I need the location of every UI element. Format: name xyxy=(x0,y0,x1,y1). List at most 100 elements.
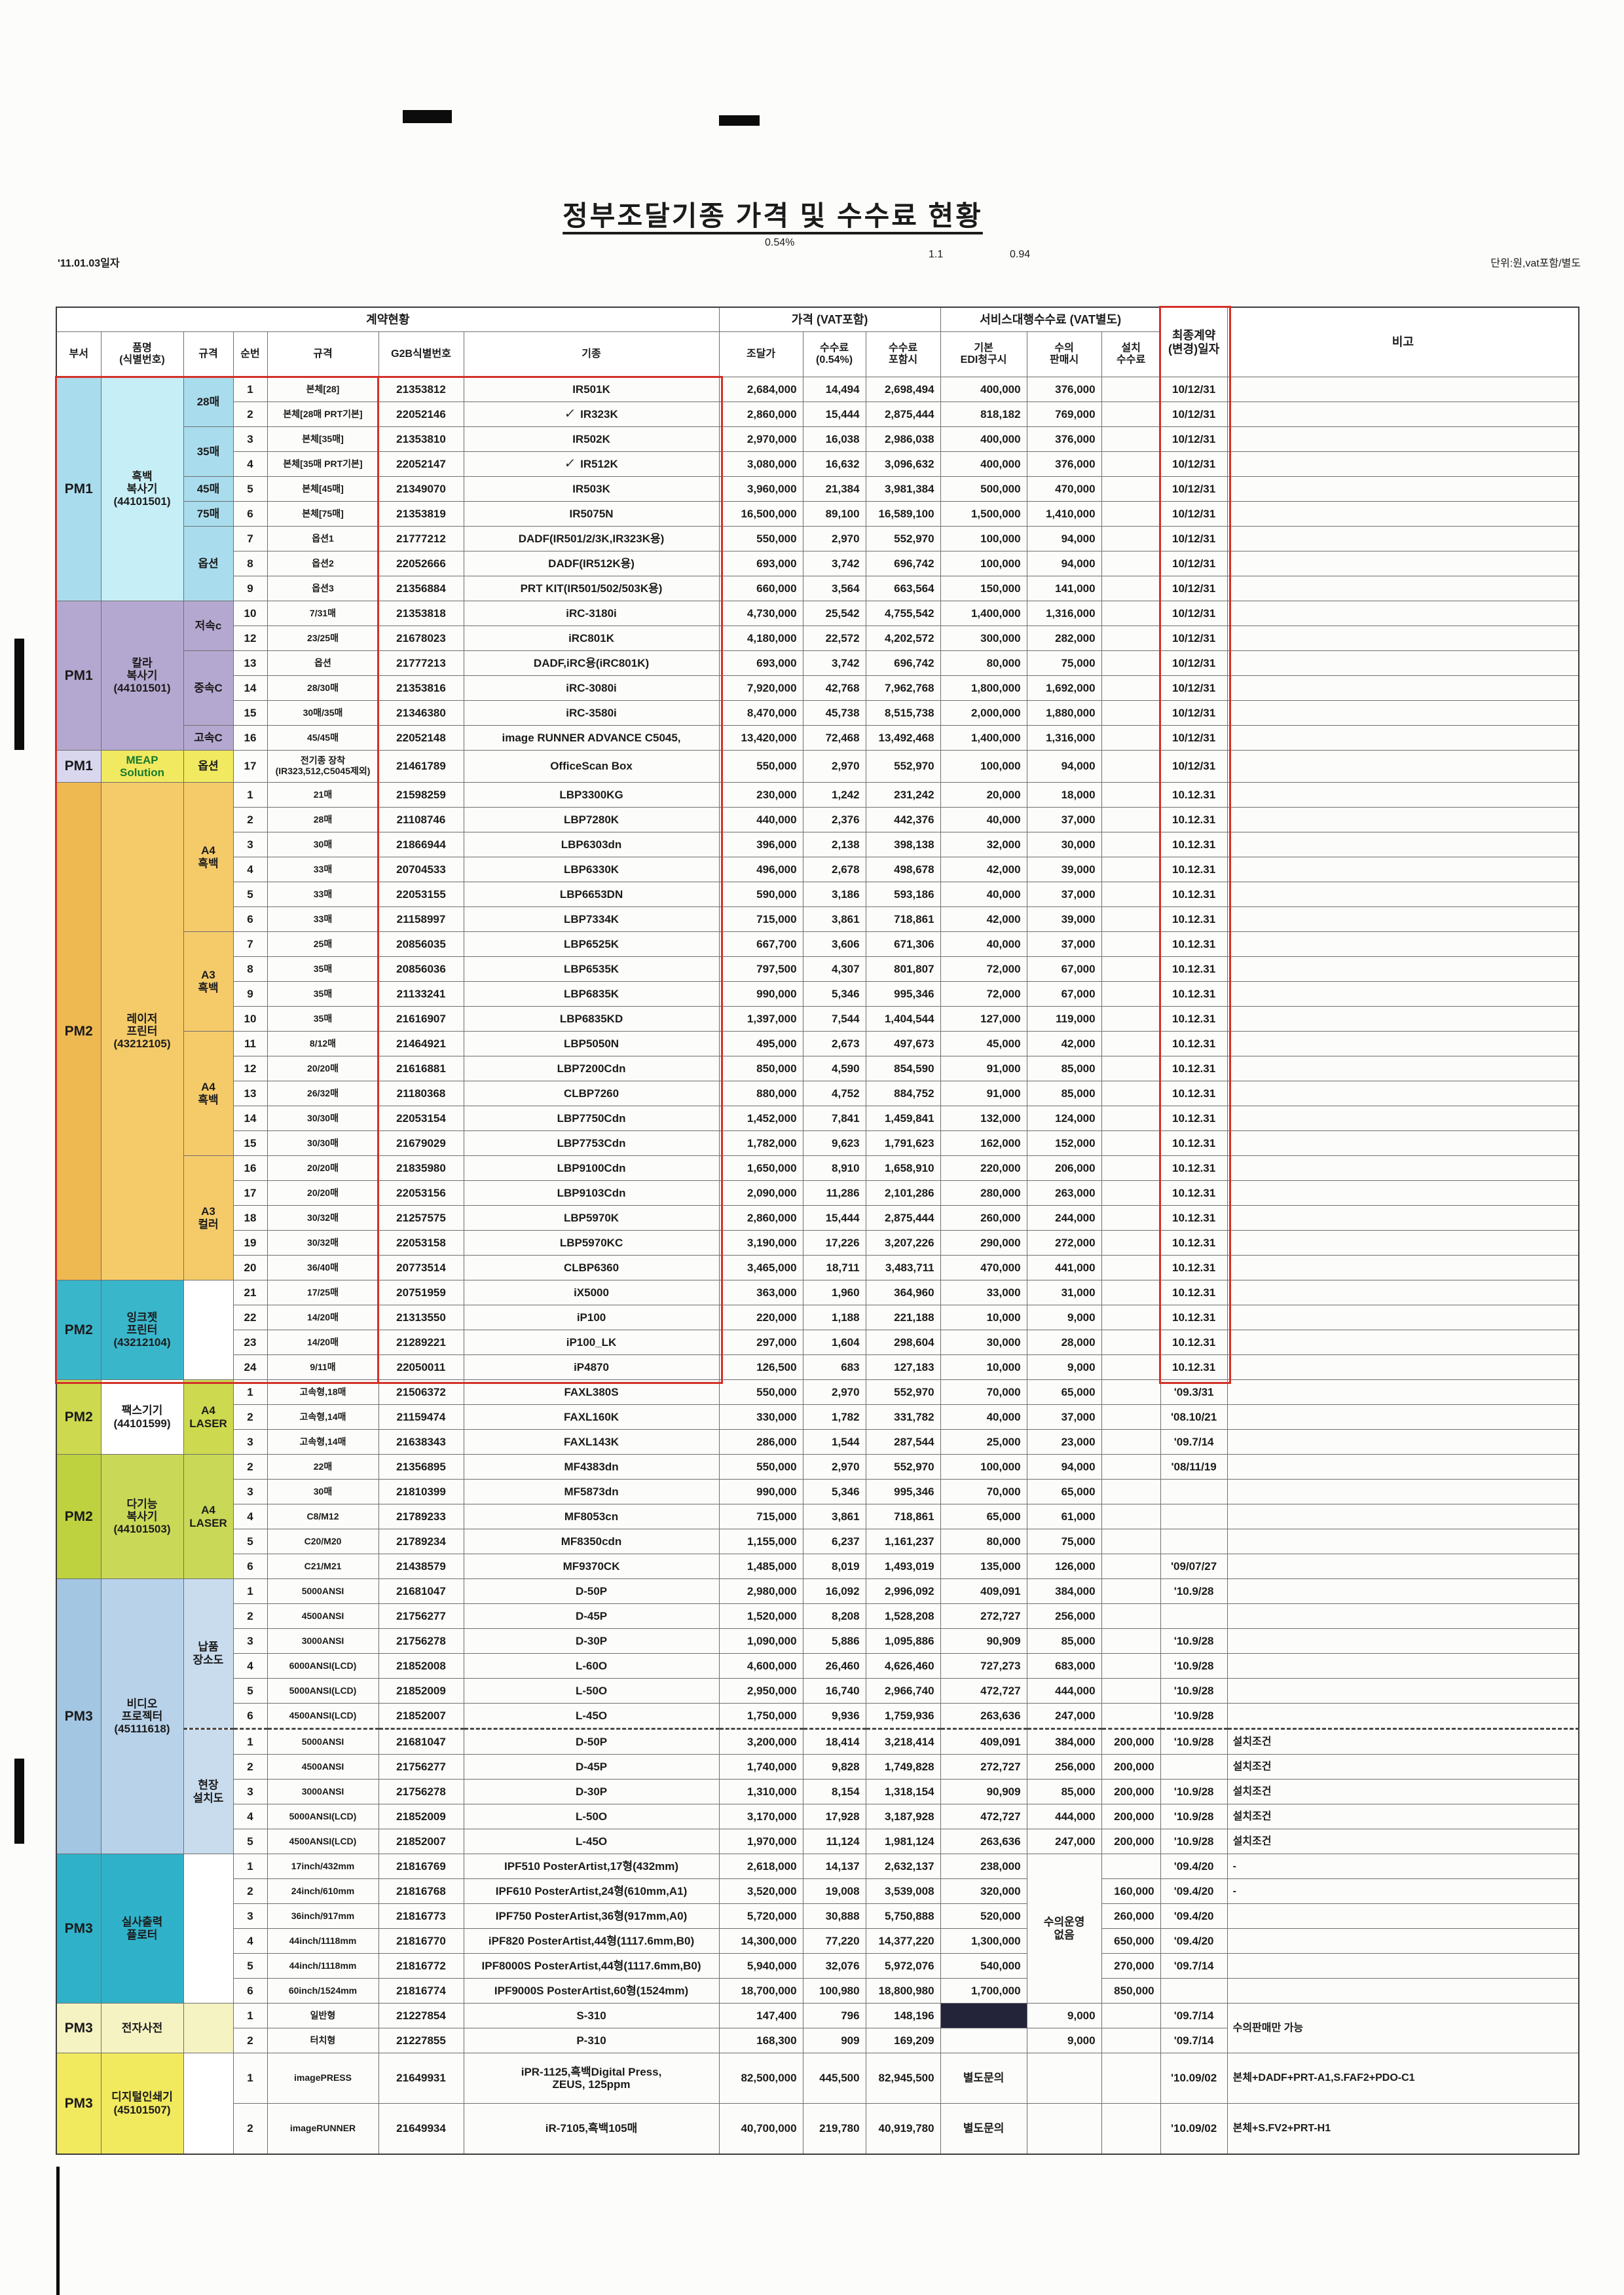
cell-total: 231,242 xyxy=(865,782,941,808)
cell-total: 16,589,100 xyxy=(865,501,941,527)
cell-no: 5 xyxy=(232,882,268,907)
cell-price: 1,970,000 xyxy=(718,1829,803,1854)
header-contract-group: 계약현황 xyxy=(56,307,720,332)
cell-edi: 135,000 xyxy=(940,1554,1027,1579)
cell-fee: 100,980 xyxy=(802,1978,866,2004)
cell-model: LBP6653DN xyxy=(463,882,720,907)
cell-install xyxy=(1101,1678,1161,1704)
cell-install xyxy=(1101,526,1161,551)
cell-install xyxy=(1101,1379,1161,1405)
cell-total: 4,202,572 xyxy=(865,625,941,651)
cell-model: LBP6525K xyxy=(463,931,720,957)
model-text: LBP7750Cdn xyxy=(557,1111,626,1125)
table-row: 4 6000ANSI(LCD) 21852008 L-60O 4,600,000 26,4… xyxy=(56,1653,1579,1679)
header-price-group: 가격 (VAT포함) xyxy=(718,307,941,332)
cell-g2b: 21852009 xyxy=(378,1804,464,1829)
cell-install xyxy=(1101,725,1161,751)
cell-edi: 20,000 xyxy=(940,782,1027,808)
cell-note xyxy=(1227,1106,1579,1131)
cell-note xyxy=(1227,1504,1579,1529)
cell-note xyxy=(1227,1578,1579,1604)
cell-spec: C21/M21 xyxy=(267,1554,379,1579)
cell-edi: 90,909 xyxy=(940,1779,1027,1804)
cell-date: 10.12.31 xyxy=(1160,1056,1228,1081)
cell-total: 2,986,038 xyxy=(865,426,941,452)
cell-fee: 15,444 xyxy=(802,401,866,427)
cell-model: IR501K xyxy=(463,377,720,402)
cell-model: LBP7280K xyxy=(463,807,720,832)
cell-fee: 22,572 xyxy=(802,625,866,651)
cell-price: 82,500,000 xyxy=(718,2053,803,2104)
header-date: 최종계약 (변경)일자 xyxy=(1160,307,1228,377)
cell-install xyxy=(1101,882,1161,907)
cell-price: 14,300,000 xyxy=(718,1928,803,1954)
cell-install xyxy=(1101,1330,1161,1355)
cell-price: 16,500,000 xyxy=(718,501,803,527)
cell-price: 4,600,000 xyxy=(718,1653,803,1679)
cell-spec-group: 중속C xyxy=(183,650,234,726)
cell-direct: 9,000 xyxy=(1026,2003,1102,2028)
cell-install xyxy=(1101,377,1161,402)
cell-total: 364,960 xyxy=(865,1280,941,1305)
cell-model: LBP7753Cdn xyxy=(463,1130,720,1156)
cell-model: D-30P xyxy=(463,1628,720,1654)
cell-direct: 65,000 xyxy=(1026,1379,1102,1405)
cell-price: 495,000 xyxy=(718,1031,803,1056)
model-text: LBP6835K xyxy=(563,987,619,1000)
cell-date: 10/12/31 xyxy=(1160,675,1228,701)
cell-direct: 85,000 xyxy=(1026,1081,1102,1106)
model-text: iP100 xyxy=(576,1311,606,1324)
cell-total: 2,632,137 xyxy=(865,1854,941,1879)
header-direct: 수의 판매시 xyxy=(1026,331,1102,377)
cell-edi: 220,000 xyxy=(940,1155,1027,1181)
cell-model: LBP5970K xyxy=(463,1205,720,1231)
cell-date: 10/12/31 xyxy=(1160,377,1228,402)
cell-total: 331,782 xyxy=(865,1404,941,1430)
cell-no: 1 xyxy=(232,377,268,402)
cell-direct: 94,000 xyxy=(1026,1454,1102,1480)
cell-no: 20 xyxy=(232,1255,268,1280)
cell-direct: 152,000 xyxy=(1026,1130,1102,1156)
price-table-body: PM1 흑백 복사기 (44101501) 28매 1 본체[28] 21353812 IR… xyxy=(56,377,1579,2155)
cell-price: 7,920,000 xyxy=(718,675,803,701)
model-text: FAXL160K xyxy=(563,1410,619,1423)
cell-price: 693,000 xyxy=(718,650,803,676)
cell-install xyxy=(1101,832,1161,857)
cell-g2b: 21133241 xyxy=(378,981,464,1007)
cell-direct: 1,410,000 xyxy=(1026,501,1102,527)
cell-direct: 37,000 xyxy=(1026,807,1102,832)
cell-direct: 683,000 xyxy=(1026,1653,1102,1679)
cell-product: 다기능 복사기 (44101503) xyxy=(100,1454,184,1579)
cell-total: 4,755,542 xyxy=(865,601,941,626)
cell-total: 593,186 xyxy=(865,882,941,907)
cell-total: 696,742 xyxy=(865,650,941,676)
cell-price: 40,700,000 xyxy=(718,2103,803,2155)
cell-g2b: 22052666 xyxy=(378,551,464,576)
cell-price: 2,970,000 xyxy=(718,426,803,452)
cell-spec-group xyxy=(183,2053,234,2155)
cell-edi: 10,000 xyxy=(940,1305,1027,1330)
cell-price: 3,465,000 xyxy=(718,1255,803,1280)
cell-spec: 35매 xyxy=(267,956,379,982)
cell-fee: 18,711 xyxy=(802,1255,866,1280)
cell-edi: 472,727 xyxy=(940,1804,1027,1829)
cell-direct: 376,000 xyxy=(1026,377,1102,402)
cell-no: 3 xyxy=(232,1429,268,1455)
cell-note xyxy=(1227,1903,1579,1929)
cell-note xyxy=(1227,426,1579,452)
cell-date: 10.12.31 xyxy=(1160,782,1228,808)
cell-direct: 85,000 xyxy=(1026,1056,1102,1081)
cell-spec: 20/20매 xyxy=(267,1056,379,1081)
cell-note xyxy=(1227,782,1579,808)
cell-no: 14 xyxy=(232,1106,268,1131)
cell-note xyxy=(1227,1928,1579,1954)
cell-g2b: 21438579 xyxy=(378,1554,464,1579)
doc-date-label: '11.01.03일자 xyxy=(58,258,120,269)
table-row: 5 C20/M20 21789234 MF8350cdn 1,155,000 6,237 1… xyxy=(56,1529,1579,1554)
cell-note xyxy=(1227,1006,1579,1032)
header-g2b: G2B식별번호 xyxy=(378,331,464,377)
cell-total: 5,972,076 xyxy=(865,1953,941,1979)
cell-edi xyxy=(940,2003,1027,2028)
cell-product: 레이저 프린터 (43212105) xyxy=(100,782,184,1280)
